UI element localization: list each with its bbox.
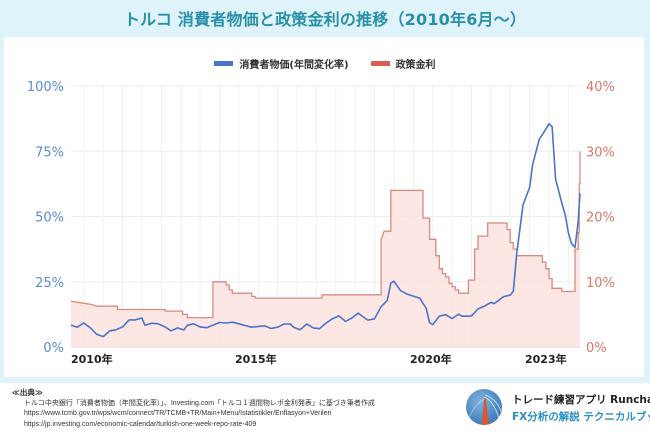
y-left-tick-label: 100%: [27, 80, 64, 95]
source-block: ≪出典≫ トルコ中央銀行「消費者物価（年間変化率）」、Investing.com…: [12, 388, 375, 430]
source-citation: トルコ中央銀行「消費者物価（年間変化率）」、Investing.com「トルコ１…: [24, 399, 375, 407]
source-link-investing[interactable]: https://jp.investing.com/economic-calend…: [24, 420, 257, 428]
brand-tagline: FX分析の解説 テクニカルブック: [512, 411, 650, 423]
y-right-tick-label: 30%: [586, 145, 615, 160]
x-tick-label: 2010年: [71, 352, 113, 366]
policy-rate-area: [70, 151, 581, 347]
policy-rate-line: [70, 151, 581, 319]
x-tick-label: 2023年: [525, 352, 567, 366]
y-left-tick-label: 50%: [35, 211, 64, 226]
chart-legend: 消費者物価(年間変化率) 政策金利: [0, 56, 650, 71]
y-left-tick-label: 75%: [35, 145, 64, 160]
chart-title: トルコ 消費者物価と政策金利の推移（2010年6月〜）: [123, 10, 527, 29]
legend-label-policy-rate: 政策金利: [395, 60, 436, 71]
brand-app-name: トレード練習アプリ Runcha: [512, 394, 650, 406]
legend-swatch-policy-rate: [370, 61, 390, 66]
x-tick-label: 2020年: [410, 352, 452, 366]
legend-label-cpi: 消費者物価(年間変化率): [239, 60, 349, 71]
axes: 0% 25% 50% 75% 100% 0% 10% 20% 30% 40% 2010年 2015年 2…: [27, 80, 615, 366]
legend-item-cpi[interactable]: 消費者物価(年間変化率): [214, 56, 349, 71]
y-left-tick-label: 0%: [43, 341, 64, 356]
brand-logo-icon: [466, 389, 502, 425]
y-right-tick-label: 0%: [586, 341, 607, 356]
source-link-tcmb[interactable]: https://www.tcmb.gov.tr/wps/wcm/connect/…: [24, 410, 332, 417]
source-heading: ≪出典≫: [12, 388, 43, 397]
y-left-tick-label: 25%: [35, 276, 64, 291]
cpi-line: [70, 123, 581, 338]
legend-item-policy-rate[interactable]: 政策金利: [370, 56, 436, 71]
y-right-tick-label: 10%: [586, 276, 615, 291]
policy-rate-fill: [71, 151, 580, 347]
y-right-tick-label: 40%: [586, 80, 615, 95]
cpi-series: [70, 123, 581, 338]
y-right-tick-label: 20%: [586, 211, 615, 226]
x-tick-label: 2015年: [235, 352, 277, 366]
legend-swatch-cpi: [214, 61, 234, 66]
brand-block[interactable]: トレード練習アプリ Runcha FX分析の解説 テクニカルブック: [466, 386, 650, 430]
chart-plot: 0% 25% 50% 75% 100% 0% 10% 20% 30% 40% 2010年 2015年 2…: [27, 80, 615, 366]
